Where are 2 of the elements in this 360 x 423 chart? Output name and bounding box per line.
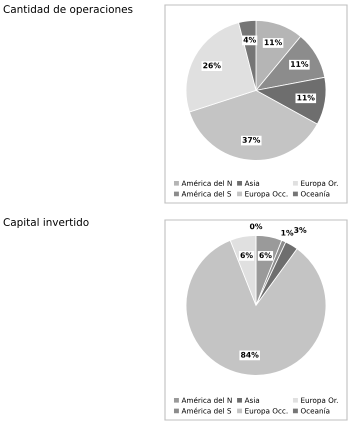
text: Cantidad de operaciones: [4, 4, 132, 16]
text: Capital invertido: [4, 218, 89, 228]
